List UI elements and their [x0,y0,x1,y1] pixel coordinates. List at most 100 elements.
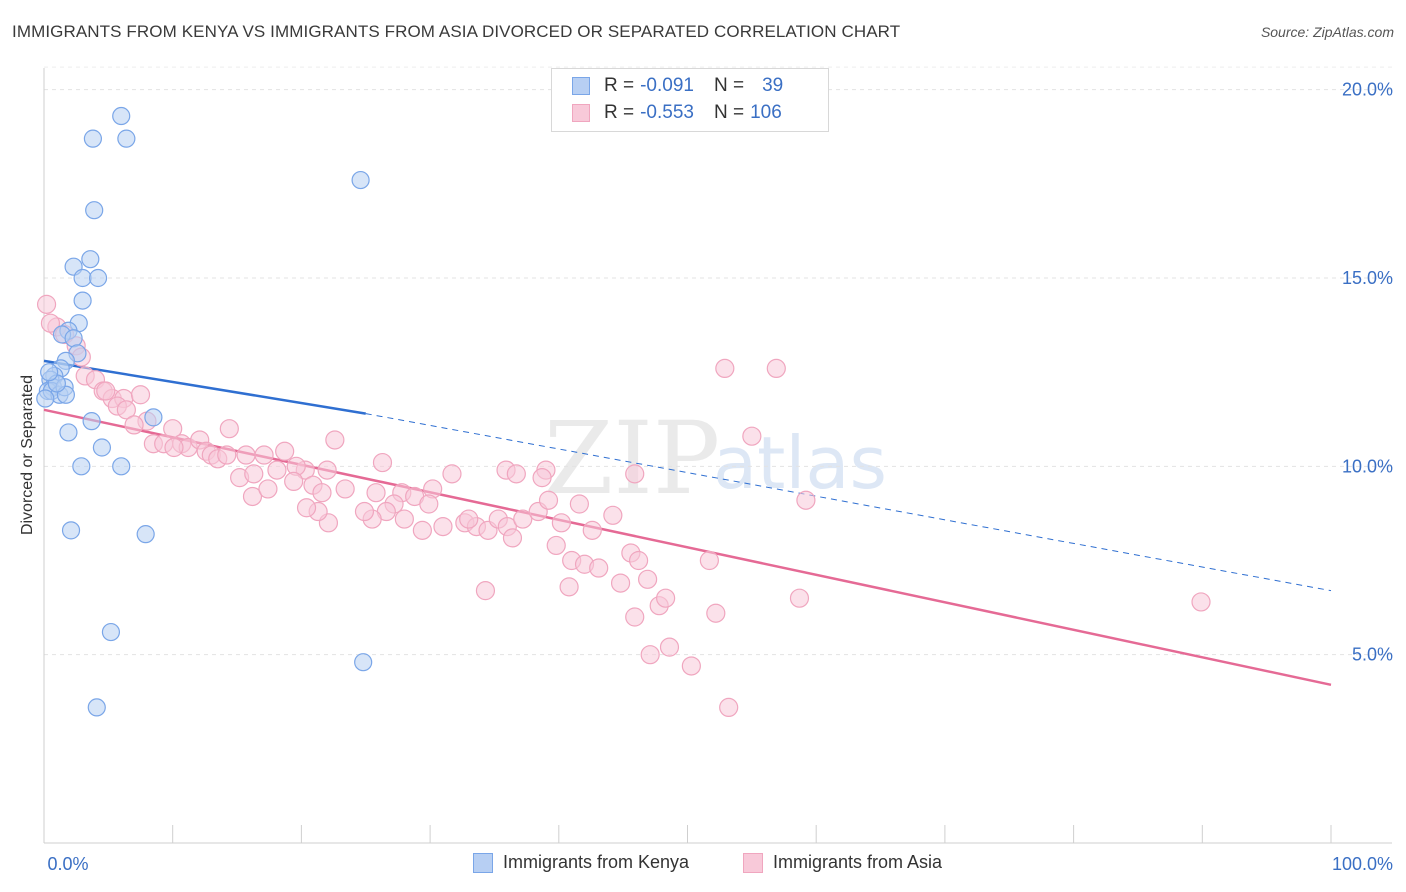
y-tick-label: 10.0% [1342,456,1393,476]
kenya-point [73,291,92,310]
legend-kenya-n-label: N = [713,75,745,96]
asia-point [130,385,151,405]
asia-point [546,535,566,556]
asia-point [796,490,816,510]
asia-point [742,426,762,446]
asia-point [116,400,136,420]
axes [43,68,1392,844]
kenya-point [85,201,104,220]
asia-point [284,471,304,491]
asia-point [217,445,237,465]
watermark-atlas: atlas [713,421,887,505]
kenya-point [112,106,131,126]
asia-point [766,358,786,378]
asia-point [789,588,810,608]
kenya-point [144,408,163,427]
kenya-point [117,129,136,148]
asia-point [40,313,61,333]
asia-point [219,419,239,439]
kenya-point [83,129,103,148]
gridlines [44,66,1392,656]
legend-asia-n-label: N = [713,102,745,123]
bottom-legend-kenya: Immigrants from Kenya [473,852,689,873]
asia-point [475,581,496,601]
legend-row-asia: R = -0.553 N = 106 [572,102,782,124]
asia-point [603,505,623,525]
asia-point [589,558,609,578]
asia-point [659,637,680,657]
asia-point [719,697,739,718]
asia-point [656,588,676,608]
asia-point [502,528,523,548]
asia-point [681,656,701,676]
x-tick-label: 100.0% [1332,854,1393,874]
kenya-point [82,412,101,431]
kenya-point [101,622,121,642]
legend-kenya-n-value: 39 [762,75,784,96]
legend-kenya-r-value: -0.091 [640,75,694,96]
kenya-point [351,170,370,190]
legend-asia-n-value: 106 [750,102,782,123]
asia-point [317,460,337,480]
kenya-point [136,525,155,544]
y-tick-label: 15.0% [1342,268,1393,288]
asia-point [412,520,432,540]
kenya-point [36,389,55,408]
asia-point [372,452,393,473]
y-tick-label: 20.0% [1342,80,1393,100]
asia-point [267,460,287,480]
asia-point [164,437,184,458]
asia-point [640,645,660,665]
asia-point [538,490,559,510]
kenya-point [72,457,91,476]
tick-labels: 5.0% 10.0% 15.0% 20.0% 0.0% 100.0% [47,80,1393,874]
kenya-point [88,268,108,288]
asia-point [513,509,533,529]
asia-point [442,464,462,484]
asia-point [610,573,631,593]
kenya-point [61,521,81,540]
asia-point [335,479,355,499]
kenya-point [92,438,112,457]
kenya-point [59,423,78,442]
y-tick-label: 5.0% [1352,645,1393,665]
kenya-point [87,698,106,717]
asia-point [325,430,345,450]
x-tick-label: 0.0% [47,854,88,874]
asia-point [1191,592,1211,612]
legend-swatch-asia [572,104,590,122]
asia-point [366,483,386,503]
asia-point [638,569,658,589]
asia-point [628,550,649,571]
asia-point [699,550,719,571]
asia-point [96,381,116,401]
legend-asia-r-label: R = [604,102,635,123]
kenya-points [36,106,373,717]
watermark-zip: ZIP [544,400,720,517]
chart-title: IMMIGRANTS FROM KENYA VS IMMIGRANTS FROM… [12,22,901,41]
asia-point [559,577,579,597]
bottom-legend-asia-label: Immigrants from Asia [773,852,943,872]
asia-point [419,494,439,514]
asia-point [715,358,735,378]
asia-point [394,509,414,529]
correlation-legend: R = -0.091 N = 39 R = -0.553 N = 106 [551,68,829,132]
asia-point [124,415,144,435]
asia-point [236,445,256,465]
legend-swatch-kenya [572,77,590,95]
kenya-point [81,250,100,269]
legend-kenya-r-label: R = [604,75,635,96]
legend-row-kenya: R = -0.091 N = 39 [572,75,783,97]
asia-point [433,516,453,537]
asia-point [244,464,264,484]
asia-point [582,520,602,540]
asia-point [36,294,57,314]
asia-point [569,494,589,514]
asia-point [506,464,526,484]
bottom-legend-kenya-label: Immigrants from Kenya [503,852,690,872]
source-label: Source: ZipAtlas.com [1260,24,1394,40]
kenya-point [64,329,83,348]
asia-point [275,441,295,461]
asia-point [242,486,263,507]
